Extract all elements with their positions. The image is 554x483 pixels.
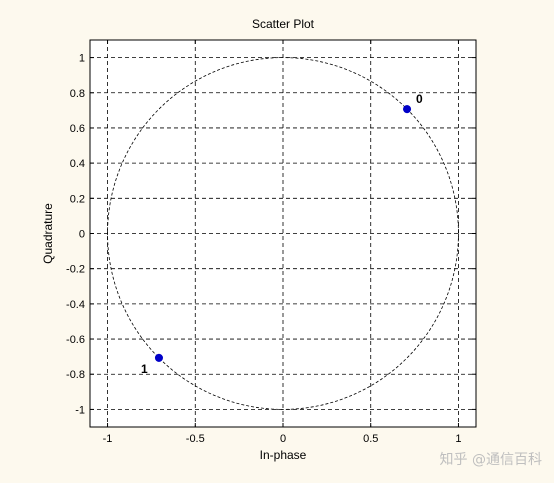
chart-title: Scatter Plot — [252, 17, 315, 31]
y-tick-label: -0.8 — [66, 369, 85, 381]
x-axis-label: In-phase — [260, 448, 307, 462]
y-tick-label: -0.6 — [66, 334, 85, 346]
watermark: 知乎 @通信百科 — [439, 452, 542, 468]
data-point-label: 0 — [416, 92, 423, 106]
y-tick-label: -0.4 — [66, 299, 85, 311]
x-tick-label: 0 — [280, 433, 286, 445]
y-tick-label: 0.6 — [70, 123, 85, 135]
y-tick-label: 0.8 — [70, 88, 85, 100]
x-tick-label: 1 — [455, 433, 461, 445]
x-tick-label: -1 — [103, 433, 113, 445]
x-tick-label: 0.5 — [363, 433, 378, 445]
y-tick-label: -0.2 — [66, 264, 85, 276]
y-tick-label: -1 — [75, 404, 85, 416]
x-tick-label: -0.5 — [186, 433, 205, 445]
y-tick-label: 1 — [79, 53, 85, 65]
y-tick-label: 0.4 — [70, 158, 85, 170]
data-point-label: 1 — [141, 362, 148, 376]
y-tick-label: 0.2 — [70, 193, 85, 205]
y-tick-label: 0 — [79, 229, 85, 241]
reference-circle — [107, 57, 459, 410]
y-axis-label: Quadrature — [41, 203, 55, 264]
